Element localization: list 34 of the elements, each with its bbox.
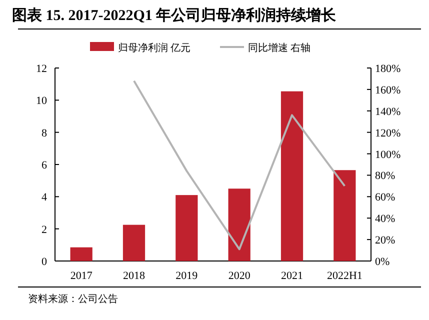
y-tick-label: 10 bbox=[36, 95, 48, 108]
y2-tick-label: 80% bbox=[375, 170, 396, 182]
y-tick-label: 12 bbox=[36, 63, 47, 75]
bar bbox=[122, 224, 146, 261]
chart-title: 图表 15. 2017-2022Q1 年公司归母净利润持续增长 bbox=[12, 6, 338, 24]
y-tick-label: 2 bbox=[42, 224, 47, 236]
y2-tick-label: 40% bbox=[375, 213, 396, 226]
y2-tick-label: 0% bbox=[375, 256, 390, 268]
y-tick-label: 6 bbox=[42, 160, 48, 172]
y2-tick-label: 160% bbox=[375, 84, 401, 96]
y2-tick-label: 60% bbox=[375, 192, 396, 204]
x-tick-label: 2022H1 bbox=[326, 270, 362, 282]
x-tick-label: 2017 bbox=[70, 270, 93, 282]
legend-label: 归母净利润 亿元 bbox=[118, 42, 190, 54]
x-tick-label: 2021 bbox=[281, 270, 303, 282]
y2-tick-label: 120% bbox=[375, 127, 401, 140]
y2-tick-label: 180% bbox=[375, 63, 401, 75]
y2-tick-label: 140% bbox=[375, 106, 401, 118]
y2-tick-label: 100% bbox=[375, 148, 401, 161]
x-tick-label: 2020 bbox=[228, 270, 251, 282]
legend-label: 同比增速 右轴 bbox=[248, 42, 310, 54]
bar bbox=[228, 188, 250, 261]
y-tick-label: 8 bbox=[42, 127, 48, 140]
x-tick-label: 2018 bbox=[123, 270, 146, 282]
y-tick-label: 4 bbox=[42, 192, 48, 204]
y2-tick-label: 20% bbox=[375, 234, 396, 247]
bar bbox=[70, 247, 92, 261]
text: 资料来源：公司公告 bbox=[28, 293, 118, 305]
bar bbox=[176, 195, 198, 261]
bar bbox=[334, 170, 356, 261]
x-tick-label: 2019 bbox=[176, 270, 198, 282]
line-series bbox=[133, 80, 346, 250]
y-tick-label: 0 bbox=[42, 256, 48, 268]
bar bbox=[280, 91, 304, 261]
